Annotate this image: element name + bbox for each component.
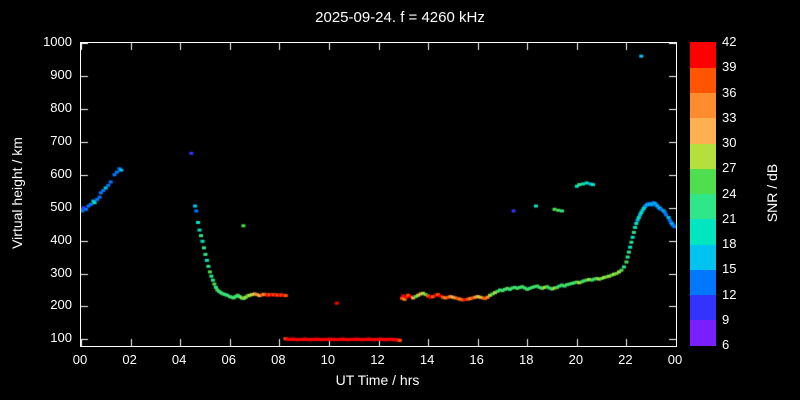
- x-tick-label: 00: [72, 352, 88, 367]
- colorbar-tick-label: 36: [722, 84, 737, 100]
- x-tick-label: 04: [171, 352, 187, 367]
- y-tick-label: 800: [50, 99, 72, 115]
- colorbar-segment: [690, 244, 716, 270]
- x-tick-label: 10: [320, 352, 336, 367]
- colorbar-segment: [690, 319, 716, 346]
- colorbar-tick-label: 15: [722, 261, 737, 277]
- colorbar-segment: [690, 269, 716, 295]
- colorbar-segment: [690, 218, 716, 245]
- y-tick-label: 1000: [43, 34, 72, 49]
- chart-title: 2025-09-24. f = 4260 kHz: [315, 9, 485, 26]
- x-tick-label: 22: [618, 352, 633, 367]
- colorbar-tick-label: 33: [722, 109, 737, 125]
- colorbar-segment: [690, 168, 716, 194]
- x-axis-label: UT Time / hrs: [335, 372, 420, 388]
- colorbar-segment: [690, 42, 716, 68]
- colorbar-segment: [690, 67, 716, 93]
- scatter-canvas: [81, 43, 676, 346]
- plot-area: [80, 42, 677, 347]
- x-tick-label: 18: [519, 352, 534, 367]
- colorbar-tick-label: 42: [722, 34, 737, 49]
- x-tick-label: 00: [667, 352, 683, 367]
- x-tick-label: 12: [370, 352, 385, 367]
- y-tick-label: 400: [50, 231, 72, 247]
- colorbar-tick-label: 18: [722, 236, 737, 251]
- colorbar-label: SNR / dB: [764, 163, 780, 223]
- y-tick-label: 600: [50, 165, 72, 181]
- y-tick-label: 100: [50, 330, 72, 346]
- y-tick-label: 900: [50, 66, 72, 82]
- x-tick-label: 20: [568, 352, 584, 367]
- colorbar-tick-label: 27: [722, 160, 737, 176]
- y-tick-label: 700: [50, 132, 72, 148]
- colorbar-tick-label: 21: [722, 210, 737, 226]
- y-tick-label: 500: [50, 198, 72, 214]
- y-tick-label: 200: [50, 297, 72, 313]
- x-tick-label: 16: [469, 352, 484, 367]
- colorbar-segment: [690, 92, 716, 119]
- colorbar-segment: [690, 294, 716, 321]
- colorbar-tick-label: 6: [722, 337, 730, 352]
- colorbar-tick-label: 39: [722, 59, 737, 75]
- colorbar: [690, 42, 716, 346]
- x-tick-label: 08: [271, 352, 286, 367]
- x-tick-label: 02: [122, 352, 137, 367]
- colorbar-tick-label: 24: [722, 185, 737, 201]
- colorbar-segment: [690, 143, 716, 169]
- y-tick-label: 300: [50, 264, 72, 280]
- x-tick-label: 06: [221, 352, 236, 367]
- colorbar-tick-label: 12: [722, 286, 737, 302]
- colorbar-segment: [690, 193, 716, 220]
- colorbar-tick-label: 9: [722, 311, 730, 327]
- colorbar-segment: [690, 117, 716, 144]
- colorbar-tick-label: 30: [722, 135, 737, 150]
- x-tick-label: 14: [419, 352, 435, 367]
